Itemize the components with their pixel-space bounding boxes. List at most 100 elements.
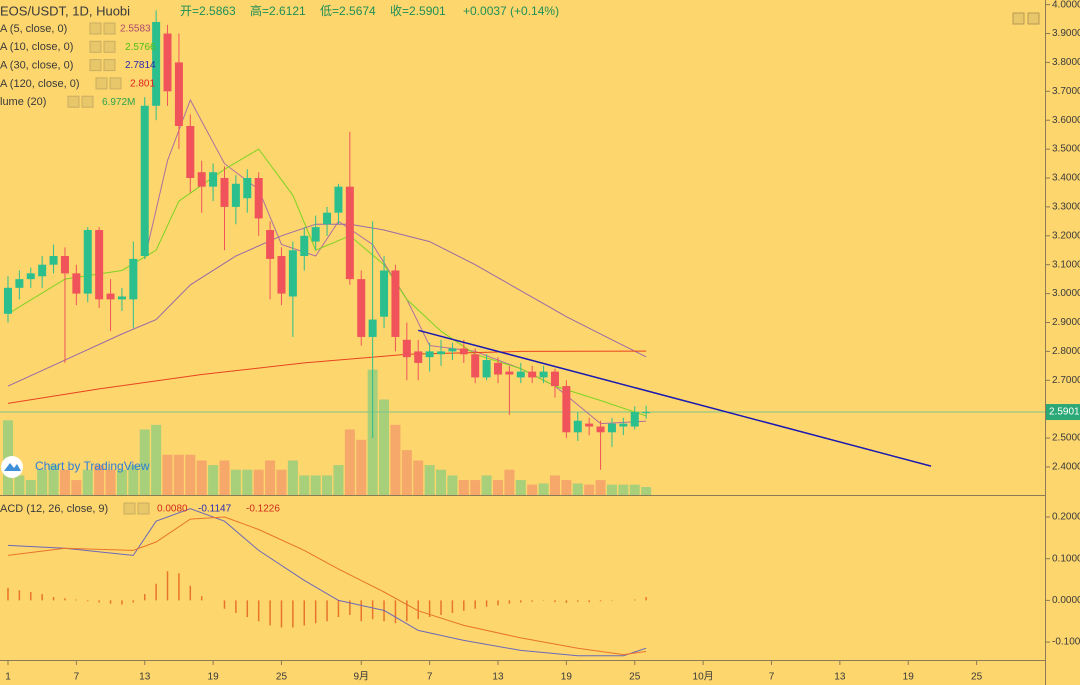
y-tick-label: 2.5000 <box>1052 433 1080 444</box>
volume-bar <box>322 475 333 495</box>
legend-icon <box>81 95 94 108</box>
candle-body <box>129 258 138 300</box>
candle-body <box>72 273 81 294</box>
volume-bar <box>242 469 253 495</box>
candle-body <box>459 348 468 355</box>
volume-bar <box>379 399 390 495</box>
candle-body <box>288 250 297 297</box>
legend-name: A (30, close, 0) <box>0 60 73 72</box>
volume-bar <box>527 484 538 495</box>
candle-body <box>380 270 389 317</box>
ma-line <box>7 350 647 404</box>
candle-body <box>334 186 343 213</box>
trend-line <box>418 329 932 467</box>
y-tick-label: 3.1000 <box>1052 259 1080 270</box>
candle-body <box>368 319 377 337</box>
candle-body <box>607 423 616 433</box>
candle-body <box>174 62 183 126</box>
candle-body <box>38 264 47 277</box>
x-tick-label: 1 <box>5 672 11 683</box>
signal-line <box>7 516 647 656</box>
candle-body <box>26 273 35 280</box>
candle-body <box>528 371 537 378</box>
legend-icon <box>109 77 122 90</box>
header-value: +0.0037 (+0.14%) <box>463 4 559 18</box>
candle-body <box>345 186 354 280</box>
indicator-name: ACD (12, 26, close, 9) <box>0 503 108 515</box>
volume-bar <box>59 469 70 495</box>
volume-bar <box>162 454 173 495</box>
legend-icon <box>95 77 108 90</box>
candle-body <box>311 227 320 242</box>
candle-body <box>642 412 651 414</box>
candle-body <box>562 386 571 433</box>
x-tick-label: 7 <box>427 672 433 683</box>
legend-value: 2.801 <box>130 79 155 90</box>
y-tick-label: 0.0000 <box>1052 595 1080 606</box>
legend-icon <box>137 502 150 515</box>
x-tick-label: 13 <box>834 672 846 683</box>
legend-value: 2.5583 <box>120 24 151 35</box>
legend-value: 6.972M <box>102 97 135 108</box>
x-tick-label: 7 <box>769 672 775 683</box>
candle-body <box>357 279 366 337</box>
volume-bar <box>515 480 526 495</box>
candle-body <box>95 230 104 300</box>
y-tick-label: 3.8000 <box>1052 57 1080 68</box>
candle-body <box>550 371 559 387</box>
legend-name: A (120, close, 0) <box>0 78 80 90</box>
volume-bar <box>105 469 116 495</box>
y-tick-label: 3.0000 <box>1052 288 1080 299</box>
volume-bar <box>310 475 321 495</box>
x-tick-label: 19 <box>208 672 220 683</box>
candle-body <box>254 178 263 219</box>
y-tick-label: 2.7000 <box>1052 375 1080 386</box>
x-tick-label: 7 <box>74 672 80 683</box>
volume-bar <box>48 465 59 495</box>
y-tick-label: 4.0000 <box>1052 0 1080 10</box>
candle-body <box>630 412 639 427</box>
candle-body <box>106 293 115 300</box>
volume-bar <box>139 429 150 495</box>
volume-bar <box>606 484 617 495</box>
y-tick-label: 3.6000 <box>1052 115 1080 126</box>
volume-bar <box>629 484 640 495</box>
legend-name: A (5, close, 0) <box>0 23 67 35</box>
x-tick-label: 9月 <box>353 671 369 683</box>
legend-value: 0.0080 <box>157 504 188 515</box>
y-tick-label: 2.4000 <box>1052 462 1080 473</box>
candle-body <box>3 287 12 314</box>
macd-line <box>7 508 647 657</box>
candle-body <box>197 172 206 187</box>
candle-body <box>209 172 218 187</box>
y-tick-label: 3.9000 <box>1052 28 1080 39</box>
volume-bar <box>128 465 139 495</box>
y-tick-label: 3.7000 <box>1052 86 1080 97</box>
legend-icon <box>103 59 116 72</box>
candle-body <box>83 230 92 294</box>
toolbar-button[interactable] <box>1027 12 1040 25</box>
y-tick-label: 2.9000 <box>1052 317 1080 328</box>
volume-bar <box>390 424 401 495</box>
candle-body <box>437 351 446 355</box>
header-value: 开=2.5863 <box>180 4 236 18</box>
volume-bar <box>37 469 48 495</box>
volume-bar <box>230 469 241 495</box>
y-tick-label: 3.4000 <box>1052 173 1080 184</box>
x-tick-label: 13 <box>492 672 504 683</box>
candle-body <box>300 235 309 257</box>
candle-body <box>539 371 548 378</box>
y-tick-label: 3.3000 <box>1052 202 1080 213</box>
x-tick-label: 13 <box>139 672 151 683</box>
volume-bar <box>25 480 36 495</box>
y-tick-label: 3.5000 <box>1052 144 1080 155</box>
toolbar-button[interactable] <box>1012 12 1025 25</box>
ma-line <box>7 148 647 417</box>
candle-body <box>15 279 24 288</box>
legend-icon <box>89 59 102 72</box>
watermark: Chart by TradingView <box>35 459 150 473</box>
volume-bar <box>14 475 25 495</box>
volume-bar <box>492 480 503 495</box>
volume-bar <box>401 450 412 495</box>
volume-bar <box>447 475 458 495</box>
